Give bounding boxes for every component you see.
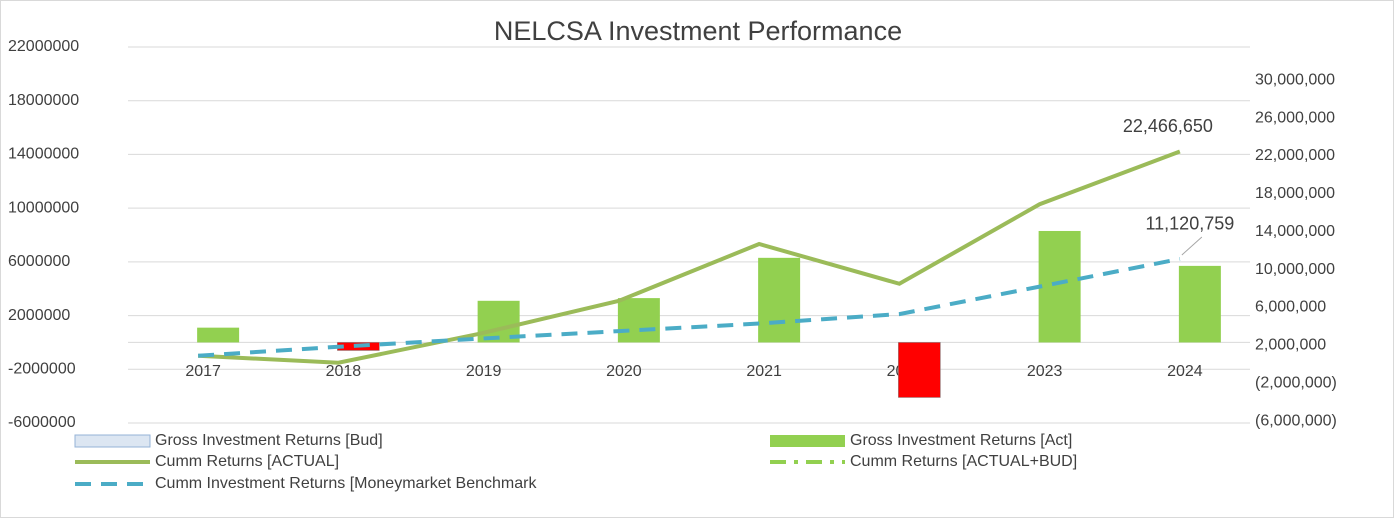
y2-tick-label: 26,000,000 bbox=[1255, 109, 1335, 126]
chart-title: NELCSA Investment Performance bbox=[494, 16, 902, 46]
legend-swatch bbox=[770, 435, 845, 447]
legend-label: Cumm Returns [ACTUAL] bbox=[155, 453, 339, 470]
x-tick-label: 2023 bbox=[1027, 363, 1063, 380]
legend-label: Cumm Investment Returns [Moneymarket Ben… bbox=[155, 475, 537, 492]
y-tick-label: -6000000 bbox=[8, 414, 76, 431]
line-series bbox=[198, 149, 1181, 365]
legend-label: Gross Investment Returns [Act] bbox=[850, 432, 1072, 449]
x-tick-label: 2018 bbox=[326, 363, 362, 380]
y-tick-label: 22000000 bbox=[8, 38, 79, 55]
bar bbox=[898, 342, 941, 398]
legend-label: Cumm Returns [ACTUAL+BUD] bbox=[850, 453, 1077, 470]
x-tick-label: 2020 bbox=[606, 363, 642, 380]
bar bbox=[758, 257, 801, 343]
y-tick-label: -2000000 bbox=[8, 361, 76, 378]
x-tick-label: 2021 bbox=[746, 363, 782, 380]
legend-label: Gross Investment Returns [Bud] bbox=[155, 432, 383, 449]
y2-tick-label: 6,000,000 bbox=[1255, 299, 1326, 316]
y2-tick-label: 22,000,000 bbox=[1255, 147, 1335, 164]
bar bbox=[197, 327, 240, 343]
bar bbox=[617, 298, 660, 343]
bar bbox=[1038, 230, 1081, 343]
x-tick-label: 2019 bbox=[466, 363, 502, 380]
y2-tick-label: (2,000,000) bbox=[1255, 374, 1337, 391]
y-tick-label: 18000000 bbox=[8, 92, 79, 109]
y-tick-label: 10000000 bbox=[8, 199, 79, 216]
x-tick-label: 2024 bbox=[1167, 363, 1203, 380]
data-label: 22,466,650 bbox=[1123, 116, 1213, 136]
y-tick-label: 14000000 bbox=[8, 146, 79, 163]
bar bbox=[1178, 265, 1221, 343]
y2-tick-label: 10,000,000 bbox=[1255, 261, 1335, 278]
y-tick-label: 6000000 bbox=[8, 253, 70, 270]
x-tick-label: 2017 bbox=[185, 363, 221, 380]
leader-line bbox=[1181, 236, 1203, 256]
y2-tick-label: 30,000,000 bbox=[1255, 71, 1335, 88]
y2-tick-label: 14,000,000 bbox=[1255, 223, 1335, 240]
legend-swatch bbox=[74, 434, 151, 448]
y2-tick-label: 2,000,000 bbox=[1255, 337, 1326, 354]
y-tick-label: 2000000 bbox=[8, 307, 70, 324]
y2-tick-label: (6,000,000) bbox=[1255, 412, 1337, 429]
line-series bbox=[197, 256, 1181, 358]
y2-tick-label: 18,000,000 bbox=[1255, 185, 1335, 202]
data-label: 11,120,759 bbox=[1145, 214, 1234, 234]
